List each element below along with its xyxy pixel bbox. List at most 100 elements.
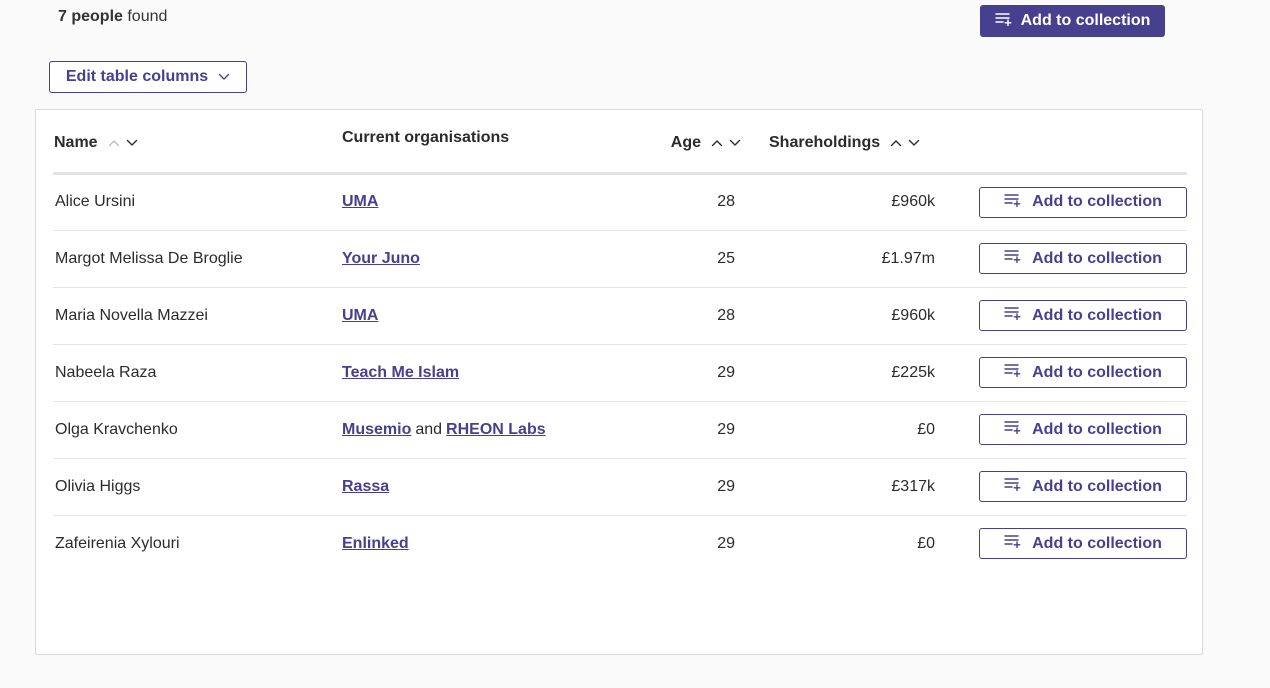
edit-table-columns-button[interactable]: Edit table columns [49, 61, 247, 93]
organisation-link[interactable]: UMA [342, 193, 379, 210]
add-to-collection-button[interactable]: Add to collection [979, 357, 1187, 388]
organisation-link[interactable]: UMA [342, 306, 379, 324]
column-header-shareholdings: Shareholdings [745, 110, 935, 175]
table-row: Nabeela Raza Teach Me Islam 29 £225k Add to … [53, 344, 1187, 402]
add-to-collection-label: Add to collection [1032, 477, 1162, 495]
add-to-collection-label: Add to collection [1032, 249, 1162, 267]
add-to-collection-label: Add to collection [1032, 363, 1162, 381]
action-cell: Add to collection [935, 515, 1187, 572]
sort-controls-age [711, 139, 741, 147]
edit-table-columns-label: Edit table columns [65, 68, 209, 85]
organisations-cell: Rassa [342, 458, 625, 516]
action-cell: Add to collection [935, 344, 1187, 402]
shareholdings-cell: £960k [745, 173, 935, 231]
table-body: Alice Ursini UMA 28 £960k Add to collection M… [53, 173, 1187, 572]
list-add-icon [1004, 363, 1022, 382]
person-name[interactable]: Olga Kravchenko [53, 401, 342, 459]
organisation-link[interactable]: Enlinked [342, 534, 409, 552]
list-add-icon [1004, 249, 1022, 268]
organisations-cell: Teach Me Islam [342, 344, 625, 402]
person-name[interactable]: Maria Novella Mazzei [53, 287, 342, 345]
results-count: 7 people found [58, 8, 167, 26]
action-cell: Add to collection [935, 458, 1187, 516]
column-header-actions [935, 110, 1187, 175]
add-to-collection-button[interactable]: Add to collection [979, 243, 1187, 274]
add-all-to-collection-button[interactable]: Add to collection [980, 5, 1165, 37]
organisations-cell: UMA [342, 173, 625, 231]
table-row: Maria Novella Mazzei UMA 28 £960k Add to col… [53, 287, 1187, 345]
shareholdings-cell: £960k [745, 287, 935, 345]
column-shareholdings-label: Shareholdings [769, 133, 881, 151]
add-to-collection-button[interactable]: Add to collection [979, 300, 1187, 331]
person-name[interactable]: Zafeirenia Xylouri [55, 534, 180, 552]
organisations-cell: Enlinked [342, 515, 625, 572]
results-count-suffix: found [122, 8, 168, 25]
table-header-row: Name Current organisations Age [53, 110, 1187, 175]
organisation-link[interactable]: Teach Me Islam [342, 363, 460, 381]
action-cell: Add to collection [935, 173, 1187, 231]
table-row: Zafeirenia Xylouri Enlinked 29 £0 Add to col… [53, 515, 1187, 572]
action-cell: Add to collection [935, 401, 1187, 459]
age-cell: 29 [625, 401, 745, 459]
person-name[interactable]: Nabeela Raza [53, 344, 342, 402]
sort-asc-icon[interactable] [108, 139, 120, 147]
age-cell: 25 [625, 230, 745, 288]
age-cell: 29 [625, 344, 745, 402]
add-to-collection-label: Add to collection [1032, 193, 1162, 210]
list-add-icon [1004, 306, 1022, 325]
sort-asc-icon[interactable] [890, 139, 902, 147]
shareholdings-cell: £1.97m [745, 230, 935, 288]
list-add-icon [1004, 420, 1022, 439]
list-add-icon [1004, 477, 1022, 496]
sort-desc-icon[interactable] [729, 139, 741, 147]
organisations-cell: UMA [342, 287, 625, 345]
age-cell: 28 [625, 173, 745, 231]
add-to-collection-label: Add to collection [1032, 534, 1162, 552]
organisation-link[interactable]: RHEON Labs [446, 420, 546, 438]
column-header-name: Name [53, 110, 342, 175]
person-name[interactable]: Olivia Higgs [53, 458, 342, 516]
table-row: Margot Melissa De Broglie Your Juno 25 £1.9… [53, 230, 1187, 288]
results-table-panel: Name Current organisations Age [35, 109, 1203, 655]
organisation-link[interactable]: Your Juno [342, 249, 420, 267]
results-count-number: 7 people [58, 8, 123, 25]
list-add-icon [1004, 534, 1022, 553]
column-header-age: Age [625, 110, 745, 175]
column-name-label: Name [54, 133, 98, 151]
age-cell: 29 [717, 534, 735, 552]
age-cell: 28 [625, 287, 745, 345]
add-to-collection-label: Add to collection [1032, 420, 1162, 438]
sort-desc-icon[interactable] [908, 139, 920, 147]
people-table: Name Current organisations Age [53, 110, 1187, 572]
action-cell: Add to collection [935, 287, 1187, 345]
organisation-link[interactable]: Rassa [342, 477, 390, 495]
shareholdings-cell: £0 [745, 401, 935, 459]
shareholdings-cell: £317k [745, 458, 935, 516]
person-name[interactable]: Margot Melissa De Broglie [53, 230, 342, 288]
chevron-down-icon [218, 68, 230, 86]
sort-controls-name [108, 139, 138, 147]
column-header-organisations: Current organisations [342, 110, 625, 175]
action-cell: Add to collection [935, 230, 1187, 288]
sort-asc-icon[interactable] [711, 139, 723, 147]
add-to-collection-button[interactable]: Add to collection [979, 414, 1187, 445]
age-cell: 29 [625, 458, 745, 516]
add-to-collection-button[interactable]: Add to collection [979, 186, 1187, 218]
sort-controls-shareholdings [890, 139, 920, 147]
shareholdings-cell: £0 [917, 534, 935, 552]
list-add-icon [1004, 193, 1022, 212]
organisations-cell: Musemio and RHEON Labs [342, 401, 625, 459]
add-to-collection-label: Add to collection [1032, 306, 1162, 324]
table-row: Olivia Higgs Rassa 29 £317k Add to collectio… [53, 458, 1187, 516]
table-row: Alice Ursini UMA 28 £960k Add to collection [53, 173, 1187, 231]
organisations-cell: Your Juno [342, 230, 625, 288]
add-to-collection-button[interactable]: Add to collection [979, 528, 1187, 560]
person-name[interactable]: Alice Ursini [53, 173, 342, 231]
column-age-label: Age [670, 133, 701, 151]
add-to-collection-button[interactable]: Add to collection [979, 471, 1187, 502]
sort-desc-icon[interactable] [126, 139, 138, 147]
list-add-icon [994, 12, 1013, 31]
organisation-link[interactable]: Musemio [342, 420, 412, 438]
add-all-to-collection-label: Add to collection [1020, 12, 1151, 29]
